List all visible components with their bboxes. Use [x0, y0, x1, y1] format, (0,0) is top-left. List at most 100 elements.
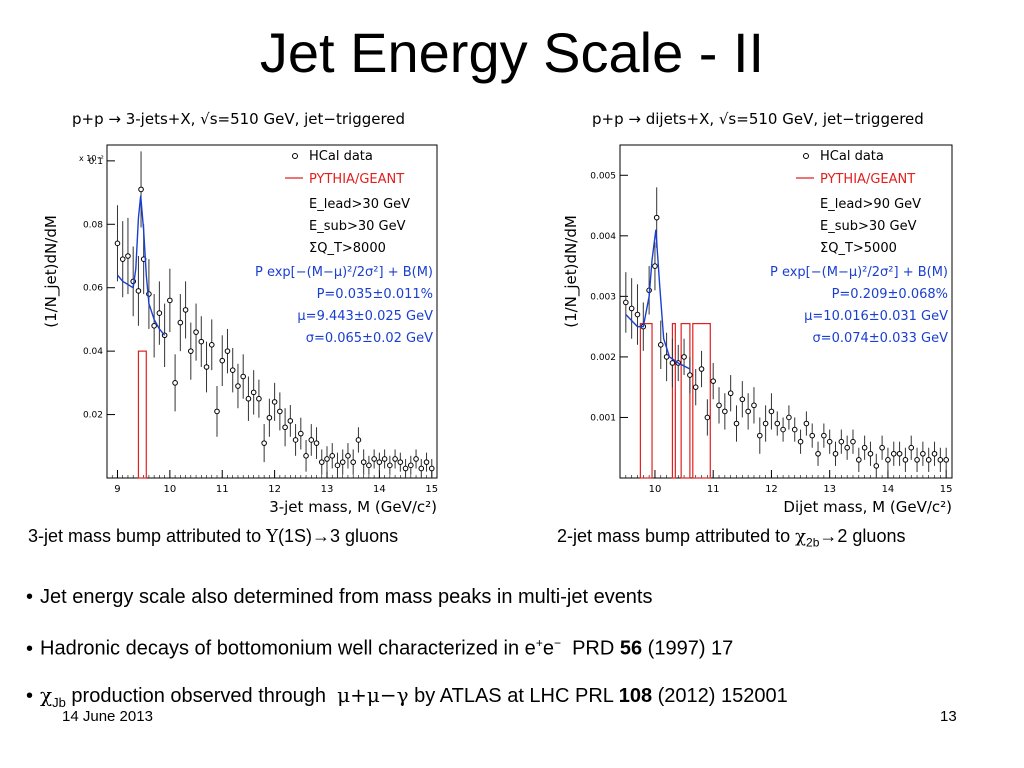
legend-data-label: HCal data	[820, 149, 884, 164]
data-point	[392, 456, 398, 462]
x-tick-label: 11	[707, 484, 720, 495]
data-point	[838, 438, 845, 445]
cut-annotation: ΣQ_T>8000	[309, 241, 386, 256]
data-point	[177, 319, 184, 326]
bullet-text: Hadronic decays of bottomonium well char…	[40, 637, 536, 660]
journal-volume: 56	[619, 637, 643, 660]
y-multiplier: x 10⁻²	[79, 154, 104, 163]
cut-annotation: E_lead>30 GeV	[309, 197, 410, 212]
data-point	[277, 408, 283, 415]
journal-volume: 108	[618, 684, 653, 707]
data-point	[135, 288, 142, 294]
cut-annotation: E_sub>30 GeV	[820, 219, 917, 234]
upsilon-symbol: Υ	[266, 526, 279, 547]
data-point	[167, 297, 173, 304]
data-point	[908, 444, 915, 451]
bullet-text: Jet energy scale also determined from ma…	[40, 586, 653, 608]
data-point	[339, 459, 346, 465]
data-point	[376, 459, 383, 465]
simulation-bin	[137, 350, 147, 479]
data-point	[119, 256, 126, 262]
decay-channel: μ+μ−γ	[337, 682, 409, 707]
data-point	[292, 437, 299, 443]
data-point	[334, 462, 341, 469]
data-point	[214, 408, 220, 415]
data-point	[698, 366, 705, 372]
data-point	[266, 414, 273, 421]
x-tick-label: 12	[268, 484, 281, 495]
data-point	[669, 360, 676, 366]
data-point	[623, 299, 629, 306]
data-point	[890, 450, 897, 457]
data-point	[350, 459, 356, 465]
data-point	[329, 453, 336, 459]
arrow-symbol: →	[819, 526, 838, 546]
fit-parameter: P=0.209±0.068%	[832, 287, 948, 302]
x-tick-label: 14	[373, 484, 386, 495]
chart-title: p+p → 3-jets+X, √s=510 GeV, jet−triggere…	[72, 110, 405, 128]
bullet-dot: •	[26, 637, 34, 660]
data-point	[408, 462, 414, 469]
data-point	[774, 420, 781, 427]
data-point	[844, 444, 850, 451]
data-point	[203, 364, 210, 370]
data-point	[856, 457, 862, 463]
data-point	[809, 432, 816, 439]
chi-subscript: Jb	[52, 694, 66, 710]
bullet-text: by ATLAS at LHC PRL	[408, 684, 619, 707]
data-point	[797, 438, 804, 445]
x-tick-label: 12	[765, 484, 778, 495]
journal-year: (1997) 17	[642, 637, 734, 660]
data-point	[371, 456, 377, 462]
bullet-text: production observed through	[65, 684, 338, 707]
caption-text: 2-jet mass bump attributed to	[557, 526, 796, 546]
data-point	[681, 354, 687, 360]
y-tick-label: 0.1	[89, 157, 103, 167]
data-point	[943, 457, 949, 463]
data-point	[867, 450, 874, 457]
legend-data-marker	[803, 153, 809, 159]
data-point	[303, 453, 309, 459]
bullet-dot: •	[26, 586, 34, 608]
x-tick-label: 9	[114, 484, 120, 495]
data-point	[229, 367, 236, 373]
plot-frame	[619, 144, 953, 479]
data-point	[722, 408, 728, 415]
superscript: +	[535, 636, 543, 650]
data-point	[762, 420, 769, 427]
legend-model-label: PYTHIA/GEANT	[309, 172, 404, 187]
data-point	[803, 420, 810, 427]
data-point	[873, 463, 880, 469]
data-point	[402, 465, 409, 472]
data-point	[628, 305, 635, 312]
data-point	[355, 437, 362, 443]
y-tick-label: 0.08	[83, 220, 103, 230]
x-tick-label: 15	[940, 484, 953, 495]
caption-state: (1S)	[278, 526, 313, 546]
data-point	[821, 432, 827, 439]
chi-symbol: χ	[40, 682, 53, 707]
data-point	[652, 263, 658, 269]
superscript: −	[553, 636, 561, 650]
data-point	[826, 438, 833, 445]
y-tick-label: 0.004	[590, 232, 616, 242]
caption-three-jet: 3-jet mass bump attributed to Υ(1S)→3 gl…	[28, 526, 398, 547]
data-point	[716, 402, 722, 409]
y-tick-label: 0.04	[83, 347, 103, 357]
data-point	[832, 450, 839, 457]
x-tick-label: 14	[882, 484, 895, 495]
bullet-item: • Jet energy scale also determined from m…	[26, 584, 1016, 610]
data-point	[324, 456, 330, 462]
cut-annotation: E_sub>30 GeV	[309, 219, 406, 234]
fit-curve	[116, 195, 166, 336]
data-point	[261, 440, 267, 446]
slide-title: Jet Energy Scale - II	[259, 21, 765, 84]
bullet-item: • Hadronic decays of bottomonium well cha…	[26, 630, 1016, 662]
bullet-item: • χJb production observed through μ+μ−γ b…	[26, 682, 1016, 716]
data-point	[387, 462, 393, 469]
x-axis-label: Dijet mass, M (GeV/c²)	[783, 498, 952, 515]
data-point	[308, 437, 315, 443]
bullet-list: • Jet energy scale also determined from m…	[26, 584, 1016, 736]
x-tick-label: 11	[216, 484, 229, 495]
dijet-mass-plot: p+p → dijets+X, √s=510 GeV, jet−triggere…	[562, 110, 953, 515]
